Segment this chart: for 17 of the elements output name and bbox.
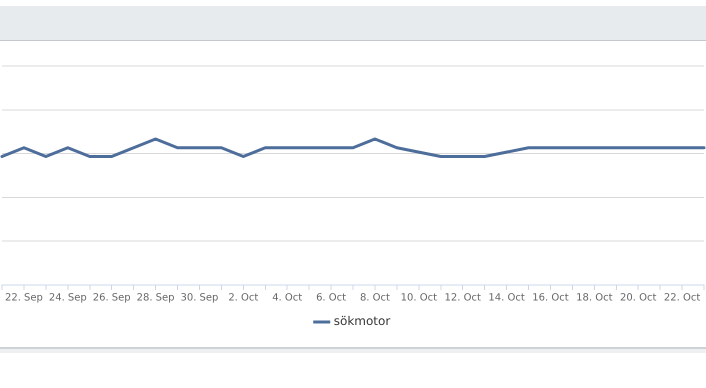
x-tick-label: 8. Oct: [360, 292, 390, 304]
x-tick-label: 6. Oct: [316, 292, 346, 304]
legend-label: sökmotor: [334, 314, 390, 328]
x-tick-label: 22. Sep: [4, 292, 43, 304]
x-tick-label: 14. Oct: [488, 292, 525, 304]
x-tick-label: 28. Sep: [136, 292, 175, 304]
x-tick-label: 16. Oct: [532, 292, 569, 304]
x-tick-label: 2. Oct: [228, 292, 258, 304]
x-tick-label: 4. Oct: [272, 292, 302, 304]
x-tick-label: 26. Sep: [92, 292, 131, 304]
x-tick-label: 20. Oct: [620, 292, 656, 304]
x-tick-label: 30. Sep: [180, 292, 218, 304]
x-tick-label: 22. Oct: [664, 292, 700, 304]
x-tick-label: 12. Oct: [444, 292, 481, 304]
x-tick-label: 18. Oct: [576, 292, 613, 304]
x-tick-label: 24. Sep: [48, 292, 87, 304]
x-tick-label: 10. Oct: [400, 292, 438, 304]
